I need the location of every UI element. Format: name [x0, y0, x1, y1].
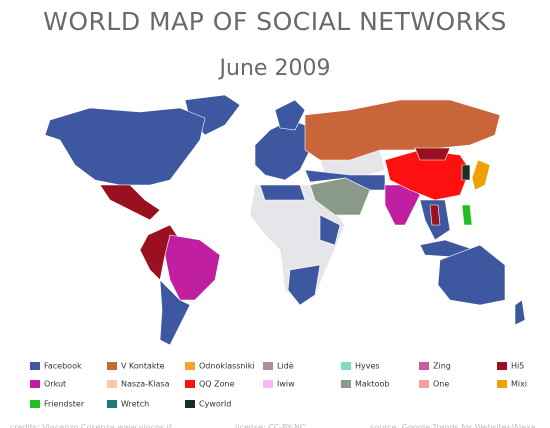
legend-swatch — [30, 362, 40, 370]
legend-label: QQ Zone — [199, 380, 235, 389]
legend-label: Wretch — [121, 400, 149, 409]
legend-label: One — [433, 380, 449, 389]
southern-africa — [287, 264, 321, 306]
russia — [304, 99, 501, 161]
legend-label: V Kontakte — [121, 362, 165, 371]
legend-swatch — [185, 400, 195, 408]
east-africa — [319, 214, 341, 246]
europe — [254, 119, 311, 181]
legend-swatch — [263, 380, 273, 388]
australia — [437, 244, 506, 306]
turkey-iran — [304, 169, 386, 191]
southern-cone — [159, 279, 191, 346]
legend-swatch — [341, 362, 351, 370]
legend-swatch — [30, 400, 40, 408]
legend-label: Hi5 — [511, 362, 524, 371]
legend-swatch — [30, 380, 40, 388]
north-africa — [259, 184, 306, 201]
footer-text: source: Google Trends for Websites/Alexa — [370, 423, 536, 428]
legend-label: Nasza-Klasa — [121, 380, 170, 389]
world-map — [44, 94, 526, 346]
legend-swatch — [419, 380, 429, 388]
legend-swatch — [497, 362, 507, 370]
brazil — [164, 234, 221, 301]
middle-east — [309, 177, 371, 216]
legend-label: Friendster — [44, 400, 85, 409]
legend-swatch — [107, 400, 117, 408]
mexico — [99, 184, 161, 221]
footer-text: credits: Vincenzo Cosenza www.vincos.it — [10, 423, 172, 428]
north-america — [44, 107, 206, 186]
scandinavia — [274, 99, 306, 131]
legend-swatch — [185, 380, 195, 388]
legend-swatch — [497, 380, 507, 388]
japan — [471, 159, 491, 191]
legend-label: Zing — [433, 362, 451, 371]
legend-label: Cyworld — [199, 400, 231, 409]
legend-label: Hyves — [355, 362, 380, 371]
legend-swatch — [185, 362, 195, 370]
legend: Facebook V Kontakte Odnoklassniki Lidè Hyves… — [30, 361, 527, 409]
legend-label: Lidè — [277, 361, 294, 371]
new-zealand — [514, 299, 526, 326]
footer: credits: Vincenzo Cosenza www.vincos.it l… — [10, 423, 536, 428]
title: WORLD MAP OF SOCIAL NETWORKS — [43, 7, 507, 36]
philippines — [461, 204, 473, 226]
mongolia — [414, 147, 451, 161]
legend-swatch — [419, 362, 429, 370]
korea — [461, 164, 471, 181]
legend-label: Maktoob — [355, 380, 389, 389]
legend-swatch — [107, 362, 117, 370]
thailand — [429, 204, 441, 226]
legend-label: Orkut — [44, 380, 66, 389]
legend-label: Mixi — [511, 380, 527, 389]
legend-label: Facebook — [44, 362, 82, 371]
subtitle: June 2009 — [218, 56, 331, 81]
legend-swatch — [341, 380, 351, 388]
legend-swatch — [263, 362, 273, 370]
footer-text: license: CC-BY-NC — [235, 423, 306, 428]
legend-label: Odnoklassniki — [199, 362, 255, 371]
legend-label: Iwiw — [277, 380, 295, 389]
legend-swatch — [107, 380, 117, 388]
